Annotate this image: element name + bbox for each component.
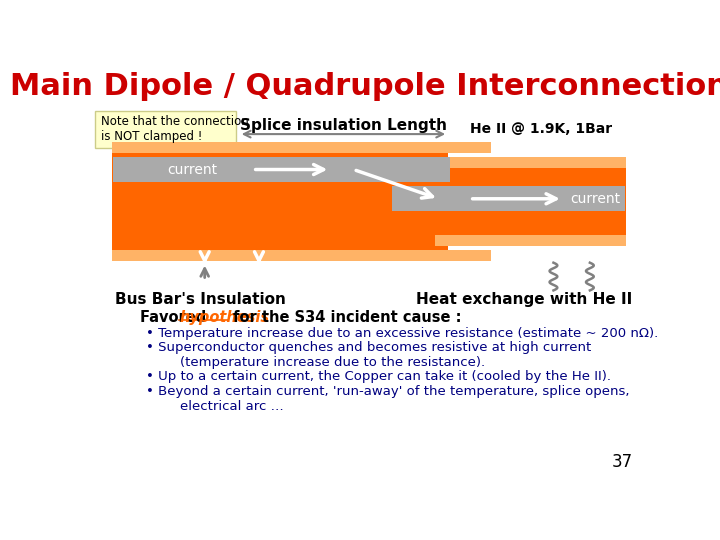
Bar bbox=[112, 142, 490, 153]
Bar bbox=[392, 168, 626, 235]
Text: • Up to a certain current, the Copper can take it (cooled by the He II).: • Up to a certain current, the Copper ca… bbox=[145, 370, 611, 383]
Text: He II @ 1.9K, 1Bar: He II @ 1.9K, 1Bar bbox=[469, 123, 612, 137]
Text: Bus Bar's Insulation: Bus Bar's Insulation bbox=[114, 292, 286, 307]
FancyBboxPatch shape bbox=[94, 111, 235, 148]
Text: Note that the connection
is NOT clamped !: Note that the connection is NOT clamped … bbox=[101, 116, 248, 144]
Bar bbox=[435, 157, 626, 168]
Text: Favored: Favored bbox=[140, 309, 212, 325]
Text: • Beyond a certain current, 'run-away' of the temperature, splice opens,
       : • Beyond a certain current, 'run-away' o… bbox=[145, 385, 629, 413]
Text: current: current bbox=[168, 163, 217, 177]
Text: Main Dipole / Quadrupole Interconnection: Main Dipole / Quadrupole Interconnection bbox=[10, 72, 720, 101]
Bar bbox=[113, 157, 449, 182]
Bar bbox=[112, 251, 490, 261]
Text: hypothesis: hypothesis bbox=[179, 309, 269, 325]
Text: 37: 37 bbox=[611, 454, 632, 471]
Text: Heat exchange with He II: Heat exchange with He II bbox=[416, 292, 632, 307]
Bar bbox=[112, 153, 448, 251]
Bar bbox=[435, 235, 626, 246]
Text: current: current bbox=[570, 192, 621, 206]
Text: • Superconductor quenches and becomes resistive at high current
        (tempera: • Superconductor quenches and becomes re… bbox=[145, 341, 591, 369]
Bar bbox=[392, 186, 625, 211]
Text: • Temperature increase due to an excessive resistance (estimate ~ 200 nΩ).: • Temperature increase due to an excessi… bbox=[145, 327, 658, 340]
Text: for the S34 incident cause :: for the S34 incident cause : bbox=[228, 309, 462, 325]
Text: Splice insulation Length: Splice insulation Length bbox=[240, 118, 447, 133]
